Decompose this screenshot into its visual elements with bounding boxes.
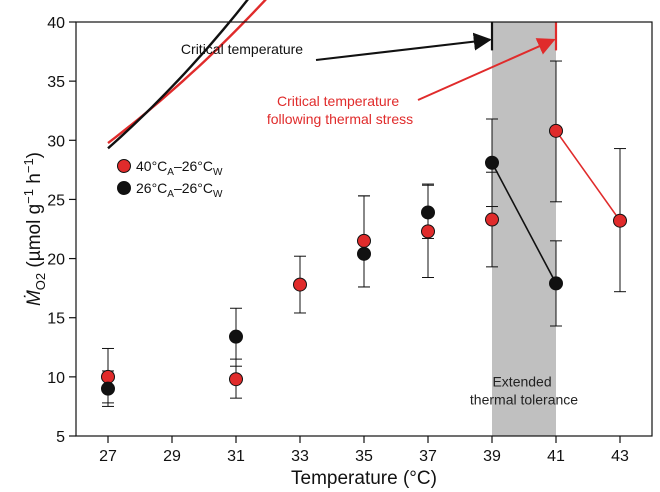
critical-temperature-label: Critical temperature: [181, 41, 303, 57]
red-drop-line: [555, 130, 621, 222]
black-drop-line: [491, 162, 557, 284]
legend: 40°CA–26°CW 26°CA–26°CW: [117, 158, 223, 200]
x-tick-label: 27: [99, 448, 117, 465]
critical-temperature-arrow: [315, 32, 492, 61]
y-tick-label: 40: [47, 15, 65, 32]
y-axis-label-sup-b: −1: [21, 158, 36, 173]
annotations: [315, 22, 558, 101]
point-black: [229, 329, 243, 344]
shaded-band: [492, 22, 556, 436]
y-axis-label-units-a: (µmol g: [24, 204, 45, 273]
extended-tolerance-region: [492, 22, 556, 436]
y-axis-label-sub: O2: [33, 273, 48, 290]
x-tick-label: 43: [611, 448, 629, 465]
x-tick-label: 33: [291, 448, 309, 465]
point-red: [421, 224, 435, 239]
x-tick-label: 37: [419, 448, 437, 465]
x-axis: 27 29 31 33 35 37 39 41 43: [99, 436, 629, 465]
x-tick-label: 41: [547, 448, 565, 465]
data-points: [101, 123, 627, 396]
critical-temperature-stress-arrow: [417, 38, 556, 101]
critical-temperature-stress-label: Critical temperature following thermal s…: [267, 93, 413, 127]
x-tick-label: 35: [355, 448, 373, 465]
point-black: [101, 381, 115, 396]
x-tick-label: 39: [483, 448, 501, 465]
legend-item-40a-26w: 40°CA–26°CW: [117, 158, 223, 178]
y-axis: 5 10 15 20 25 30 35 40: [47, 15, 76, 446]
x-axis-label: Temperature (°C): [291, 468, 437, 489]
point-red: [101, 369, 115, 384]
y-tick-label: 25: [47, 192, 65, 209]
point-black: [485, 155, 499, 170]
fit-curve-1: [107, 0, 249, 150]
y-axis-label: ṀO2 (µmol g−1 h−1): [21, 152, 48, 306]
legend-label-black: 26°CA–26°CW: [136, 180, 223, 200]
point-black: [421, 205, 435, 220]
point-red: [357, 233, 371, 248]
legend-label-red: 40°CA–26°CW: [136, 158, 223, 178]
y-axis-label-close: ): [24, 152, 45, 158]
point-black: [357, 246, 371, 261]
legend-item-26a-26w: 26°CA–26°CW: [117, 180, 223, 200]
fit-curves: [107, 0, 267, 150]
fit-curve-0: [107, 0, 267, 145]
legend-marker-red: [117, 159, 131, 173]
y-tick-label: 30: [47, 133, 65, 150]
point-red: [485, 212, 499, 227]
y-tick-label: 5: [56, 429, 65, 446]
y-tick-label: 15: [47, 311, 65, 328]
y-tick-label: 20: [47, 252, 65, 269]
point-black: [549, 276, 563, 291]
y-axis-label-sup-a: −1: [21, 189, 36, 204]
point-red: [613, 213, 627, 228]
y-tick-label: 35: [47, 74, 65, 91]
drop-connectors: [491, 130, 621, 284]
x-tick-label: 29: [163, 448, 181, 465]
point-red: [293, 277, 307, 292]
point-red: [229, 372, 243, 387]
extended-tolerance-label: Extended thermal tolerance: [470, 373, 578, 407]
x-tick-label: 31: [227, 448, 245, 465]
y-axis-label-symbol: Ṁ: [24, 290, 45, 306]
y-tick-label: 10: [47, 370, 65, 387]
point-red: [549, 123, 563, 138]
y-axis-label-units-b: h: [24, 173, 45, 189]
legend-marker-black: [117, 181, 131, 195]
